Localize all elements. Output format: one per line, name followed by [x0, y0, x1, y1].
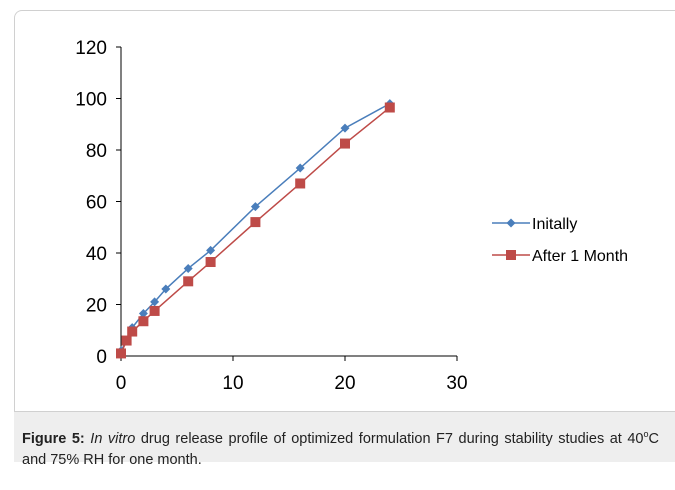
x-axis-label: Time (hrs) — [248, 410, 330, 412]
y-tick-label: 20 — [86, 296, 107, 317]
data-point — [161, 284, 171, 294]
x-tick-label: 30 — [446, 373, 467, 394]
data-point — [340, 138, 350, 149]
data-point — [250, 217, 261, 228]
legend-label: Initally — [532, 216, 577, 233]
data-point — [121, 335, 132, 346]
data-point — [116, 348, 126, 359]
y-tick-label: 60 — [86, 193, 107, 214]
caption-sup: o — [643, 429, 649, 439]
x-tick-label: 0 — [116, 373, 127, 394]
legend-label: After 1 Month — [532, 248, 628, 265]
x-tick-label: 20 — [334, 373, 355, 394]
y-tick-label: 100 — [75, 90, 107, 111]
data-point — [138, 309, 148, 319]
x-tick-label: 10 — [222, 373, 243, 394]
y-tick-label: 80 — [86, 141, 107, 162]
data-point — [149, 305, 160, 316]
data-point — [340, 123, 350, 133]
data-point — [295, 163, 305, 173]
caption: Figure 5: In vitro drug release profile … — [14, 412, 675, 468]
caption-text: drug release profile of optimized formul… — [135, 430, 644, 447]
chart: 0 20 40 60 80 100 120 0 10 20 30 Time (hrs) Initally… — [75, 38, 628, 412]
legend-marker — [506, 250, 516, 260]
data-point — [183, 263, 193, 273]
data-point — [250, 202, 260, 212]
data-point — [183, 276, 194, 287]
y-tick-label: 0 — [96, 347, 107, 368]
data-point — [295, 178, 306, 189]
data-point — [384, 102, 395, 113]
data-point — [138, 316, 149, 327]
caption-label: Figure 5: — [22, 430, 85, 447]
caption-italic: In vitro — [90, 430, 136, 447]
chart-frame: 0 20 40 60 80 100 120 0 10 20 30 Time (hrs) Initally… — [14, 10, 675, 412]
legend-marker — [506, 218, 516, 228]
caption-tail: C and 75% RH for one month. — [22, 430, 659, 468]
y-tick-label: 40 — [86, 244, 107, 265]
data-point — [150, 297, 160, 307]
y-tick-label: 120 — [75, 38, 107, 59]
data-point — [127, 326, 138, 337]
data-point — [205, 257, 216, 268]
data-point — [206, 245, 216, 255]
